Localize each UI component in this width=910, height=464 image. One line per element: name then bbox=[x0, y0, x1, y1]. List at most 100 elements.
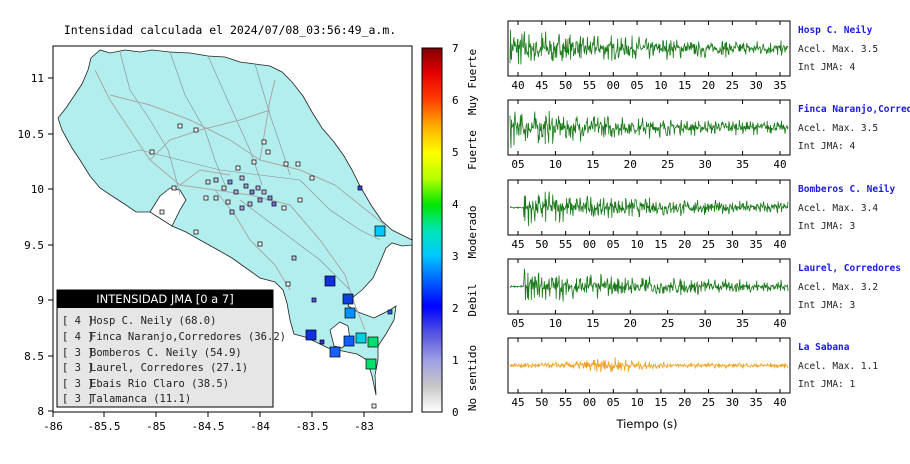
jma-intensity: Int JMA: 3 bbox=[798, 221, 855, 232]
time-tick-label: 05 bbox=[511, 317, 524, 330]
colorbar-tick: 3 bbox=[452, 250, 459, 263]
time-tick-label: 15 bbox=[654, 396, 667, 409]
station-name: Laurel, Corredores bbox=[798, 263, 901, 274]
time-tick-label: 15 bbox=[586, 317, 599, 330]
lat-tick: 9 bbox=[37, 294, 44, 307]
time-tick-label: 35 bbox=[736, 317, 749, 330]
colorbar-label: Debil bbox=[466, 283, 479, 316]
colorbar-tick: 5 bbox=[452, 146, 459, 159]
colorbar-tick: 2 bbox=[452, 302, 459, 315]
time-tick-label: 50 bbox=[559, 79, 572, 92]
max-acceleration: Acel. Max. 3.4 bbox=[798, 203, 878, 214]
time-tick-label: 15 bbox=[586, 158, 599, 171]
colorbar-label: Fuerte bbox=[466, 130, 479, 170]
intensity-legend: INTENSIDAD JMA [0 a 7] [ 4 ] Hosp C. Nei… bbox=[56, 289, 286, 408]
lat-tick: 8 bbox=[37, 405, 44, 418]
lat-tick: 10 bbox=[31, 183, 44, 196]
map-title: Intensidad calculada el 2024/07/08_03:56… bbox=[64, 23, 396, 37]
jma-intensity: Int JMA: 4 bbox=[798, 141, 855, 152]
time-tick-label: 30 bbox=[699, 317, 712, 330]
colorbar-label: Muy Fuerte bbox=[466, 49, 479, 115]
time-tick-label: 25 bbox=[661, 158, 674, 171]
waveform bbox=[509, 110, 789, 149]
time-tick-label: 00 bbox=[583, 396, 596, 409]
time-tick-label: 35 bbox=[773, 79, 786, 92]
time-tick-label: 50 bbox=[535, 396, 548, 409]
map-axes bbox=[48, 77, 365, 417]
max-acceleration: Acel. Max. 3.5 bbox=[798, 123, 878, 134]
jma-intensity: Int JMA: 1 bbox=[798, 379, 855, 390]
time-tick-label: 10 bbox=[549, 317, 562, 330]
waveform bbox=[509, 29, 789, 65]
station-name: La Sabana bbox=[798, 342, 850, 353]
costa-rica-land bbox=[57, 49, 412, 396]
time-tick-label: 55 bbox=[583, 79, 596, 92]
legend-level: [ 3 ] bbox=[62, 362, 94, 374]
time-tick-label: 20 bbox=[678, 238, 691, 251]
time-tick-label: 30 bbox=[726, 238, 739, 251]
station-markers-small bbox=[149, 123, 393, 409]
lon-tick: -83 bbox=[354, 420, 374, 433]
time-tick-label: 20 bbox=[702, 79, 715, 92]
station-name: Hosp C. Neily bbox=[798, 25, 873, 36]
time-tick-label: 50 bbox=[535, 238, 548, 251]
lon-tick: -83.5 bbox=[295, 420, 328, 433]
time-tick-label: 25 bbox=[702, 238, 715, 251]
legend-title: INTENSIDAD JMA [0 a 7] bbox=[96, 292, 233, 306]
time-tick-label: 30 bbox=[750, 79, 763, 92]
lon-tick: -84.5 bbox=[191, 420, 224, 433]
time-tick-label: 05 bbox=[607, 238, 620, 251]
time-axis-label: Tiempo (s) bbox=[615, 417, 677, 431]
legend-label: Bomberos C. Neily (54.9) bbox=[90, 347, 242, 359]
station-name: Bomberos C. Neily bbox=[798, 184, 896, 195]
waveform bbox=[509, 191, 789, 227]
colorbar-label: No sentido bbox=[466, 345, 479, 411]
seismogram-panel: 05 10 15 20 25 30 35 40 Laurel, Corredores Acel. … bbox=[507, 258, 901, 330]
time-tick-label: 35 bbox=[736, 158, 749, 171]
legend-label: Finca Naranjo,Corredores (36.2) bbox=[90, 331, 286, 343]
waveform bbox=[509, 357, 789, 373]
time-tick-label: 25 bbox=[702, 396, 715, 409]
colorbar-tick: 1 bbox=[452, 354, 459, 367]
time-tick-label: 05 bbox=[511, 158, 524, 171]
seismogram-panel: 05 10 15 20 25 30 35 40 Finca Naranjo,Corredores… bbox=[507, 99, 910, 171]
time-tick-label: 10 bbox=[654, 79, 667, 92]
time-tick-label: 45 bbox=[511, 396, 524, 409]
station-name: Finca Naranjo,Corredores bbox=[798, 104, 910, 115]
max-acceleration: Acel. Max. 3.5 bbox=[798, 44, 878, 55]
lat-tick: 9.5 bbox=[24, 239, 44, 252]
seismogram-panel: 40 45 50 55 00 05 10 15 20 25 30 35 Hosp C. Neily Ace… bbox=[507, 20, 878, 92]
lon-tick: -85 bbox=[146, 420, 166, 433]
time-tick-label: 20 bbox=[624, 317, 637, 330]
time-tick-label: 40 bbox=[773, 396, 786, 409]
legend-level: [ 4 ] bbox=[62, 315, 94, 327]
time-tick-label: 25 bbox=[726, 79, 739, 92]
time-tick-label: 40 bbox=[773, 238, 786, 251]
legend-label: Ebais Rio Claro (38.5) bbox=[90, 378, 229, 390]
lat-tick: 10.5 bbox=[18, 128, 45, 141]
legend-level: [ 3 ] bbox=[62, 347, 94, 359]
station-markers-large bbox=[305, 225, 386, 370]
max-acceleration: Acel. Max. 3.2 bbox=[798, 282, 878, 293]
gulf-of-nicoya bbox=[149, 187, 187, 227]
time-tick-label: 35 bbox=[750, 238, 763, 251]
seismogram-panel: 45 50 55 00 05 10 15 20 25 30 35 40 La Sabana Acel. M… bbox=[507, 337, 878, 409]
time-tick-label: 00 bbox=[607, 79, 620, 92]
legend-label: Hosp C. Neily (68.0) bbox=[90, 315, 216, 327]
time-tick-label: 00 bbox=[583, 238, 596, 251]
legend-level: [ 3 ] bbox=[62, 393, 94, 405]
time-tick-label: 55 bbox=[559, 396, 572, 409]
jma-intensity: Int JMA: 3 bbox=[798, 300, 855, 311]
time-tick-label: 25 bbox=[661, 317, 674, 330]
time-tick-label: 15 bbox=[654, 238, 667, 251]
colorbar-tick: 6 bbox=[452, 94, 459, 107]
time-tick-label: 45 bbox=[535, 79, 548, 92]
time-tick-label: 35 bbox=[750, 396, 763, 409]
intensity-colorbar: 7 6 5 4 3 2 1 0 Muy Fuerte Fuerte Modera… bbox=[421, 42, 479, 419]
time-tick-label: 55 bbox=[559, 238, 572, 251]
jma-intensity: Int JMA: 4 bbox=[798, 62, 855, 73]
lat-tick: 11 bbox=[31, 72, 44, 85]
time-tick-label: 10 bbox=[630, 238, 643, 251]
lon-tick: -84 bbox=[250, 420, 270, 433]
